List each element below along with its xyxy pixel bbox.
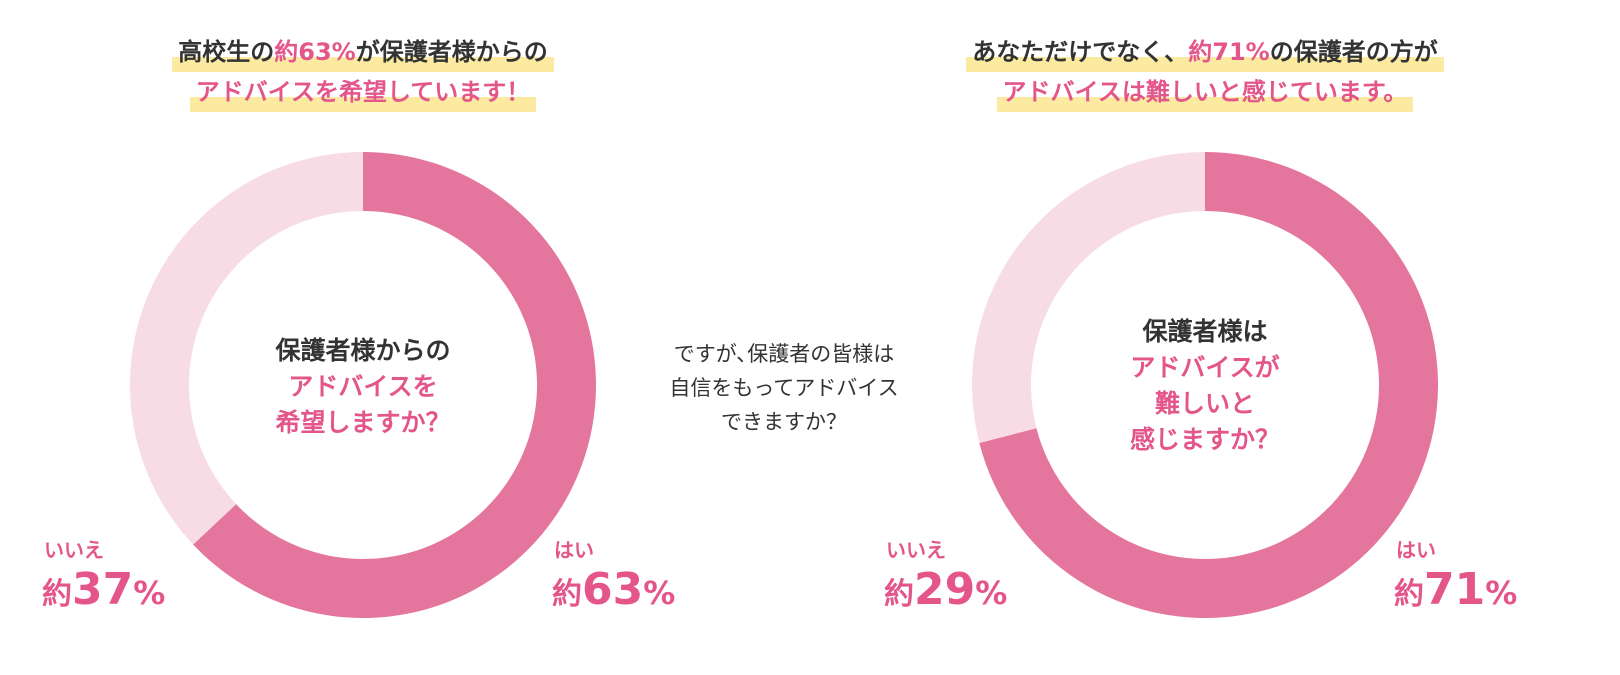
middle-line3: できますか？ [721,410,847,434]
chart2-center-line1: 保護者様は [1142,317,1268,346]
chart2-title: あなただけでなく、約71%の保護者の方が アドバイスは難しいと感じています。 [912,32,1498,112]
chart1-label-no-text: いいえ [44,538,104,562]
chart1-donut [130,152,596,618]
chart2-value-no: 29 [914,564,976,615]
chart2-label-yes: はい 約71% [1394,538,1518,615]
chart2-donut [972,152,1438,618]
chart2-center-line2: アドバイスが [1130,353,1280,382]
chart2-label-no-text: いいえ [886,538,946,562]
chart1-center-line1: 保護者様からの [275,336,451,365]
middle-line1: ですが､保護者の皆様は [673,342,895,366]
chart2-label-yes-text: はい [1396,538,1436,562]
chart1-slice-no [130,152,363,545]
chart1-label-no: いいえ 約37% [42,538,166,615]
chart1-center-line3: 希望しますか？ [275,408,451,437]
chart2-slice-no [972,152,1205,443]
chart2-center-question: 保護者様は アドバイスが 難しいと 感じますか？ [1055,314,1355,458]
chart1-title: 高校生の約63%が保護者様からの アドバイスを希望しています！ [120,32,606,112]
middle-question: ですが､保護者の皆様は 自信をもってアドバイス できますか？ [634,337,934,439]
chart2-label-no: いいえ 約29% [884,538,1008,615]
chart1-slice-yes [193,152,596,618]
chart1-center-question: 保護者様からの アドバイスを 希望しますか？ [213,333,513,441]
middle-line2: 自信をもってアドバイス [669,376,899,400]
chart1-label-yes: はい 約63% [552,538,676,615]
chart2-center-line4: 感じますか？ [1129,425,1280,454]
chart1-center-line2: アドバイスを [288,372,438,401]
chart1-value-yes: 63 [582,564,644,615]
chart1-value-no: 37 [72,564,134,615]
chart1-label-yes-text: はい [554,538,594,562]
chart2-center-line3: 難しいと [1154,389,1255,418]
chart2-value-yes: 71 [1424,564,1486,615]
